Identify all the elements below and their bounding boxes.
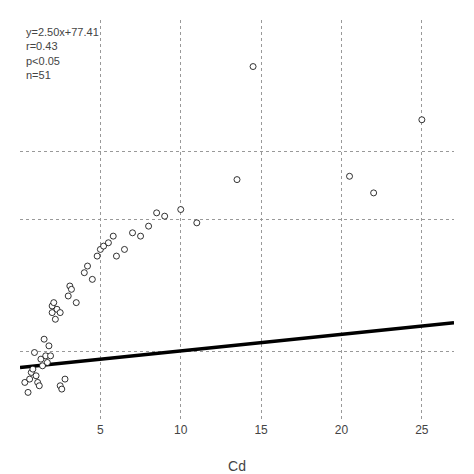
svg-text:25: 25 [415, 423, 429, 437]
svg-text:y=2.50x+77.41r=0.43p<0.05n=51: y=2.50x+77.41r=0.43p<0.05n=51 [26, 26, 99, 81]
svg-text:5: 5 [97, 423, 104, 437]
svg-text:10: 10 [174, 423, 188, 437]
svg-text:15: 15 [254, 423, 268, 437]
svg-text:Cd: Cd [228, 458, 246, 474]
svg-text:20: 20 [335, 423, 349, 437]
